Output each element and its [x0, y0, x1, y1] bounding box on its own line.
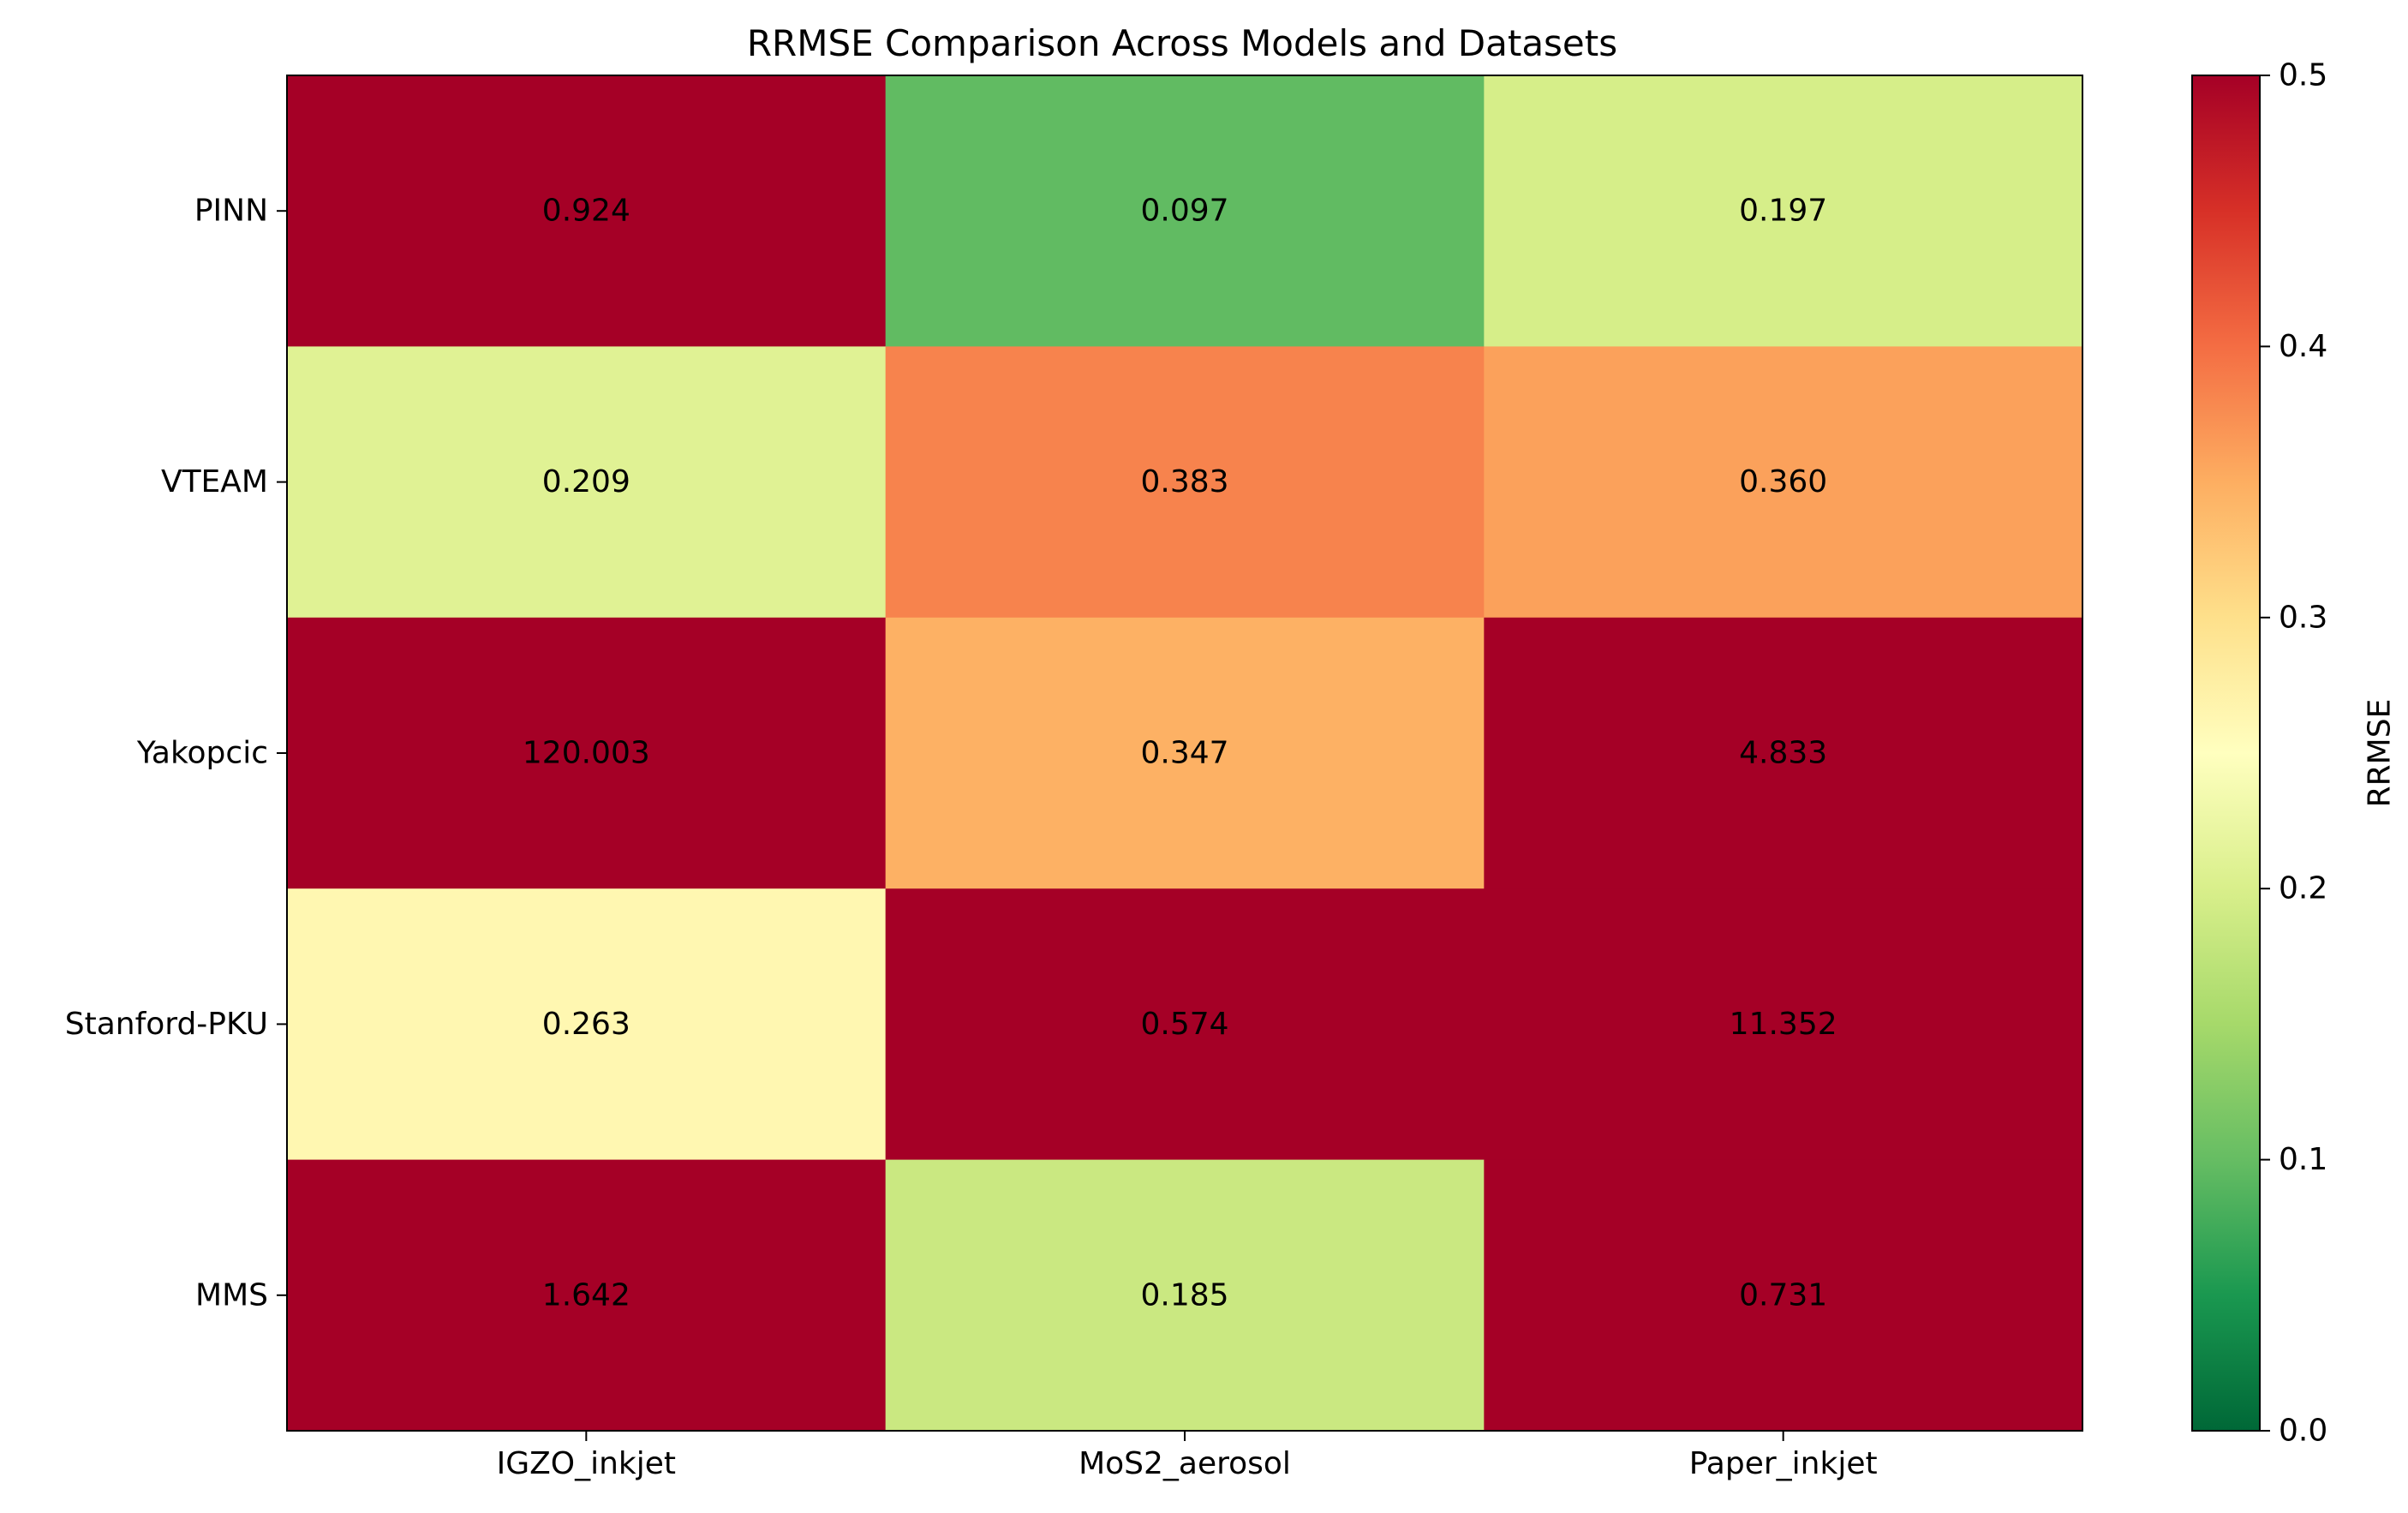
heatmap-cell	[287, 888, 887, 1161]
cell-value-label: 0.209	[542, 464, 630, 499]
heatmap-cell	[1484, 888, 2083, 1161]
y-tick-label: Stanford-PKU	[65, 1007, 268, 1042]
colorbar-label: RRMSE	[2363, 699, 2398, 808]
heatmap-cell	[885, 346, 1485, 619]
cell-value-label: 0.347	[1140, 736, 1228, 771]
heatmap-cell	[287, 75, 887, 347]
colorbar-frame	[2191, 75, 2261, 1432]
heatmap-cell	[1484, 1159, 2083, 1432]
x-tick-label: IGZO_inkjet	[497, 1446, 676, 1481]
cell-value-label: 0.360	[1739, 464, 1827, 499]
colorbar-tick-label: 0.1	[2279, 1142, 2327, 1177]
colorbar-tick-label: 0.5	[2279, 58, 2327, 93]
colorbar-tick-label: 0.4	[2279, 329, 2327, 364]
heatmap-layer: 0.924 0.097 0.197 0.209 0.383 0.360 120.003 0.3…	[65, 75, 2083, 1481]
cell-value-label: 0.263	[542, 1007, 630, 1042]
cell-value-label: 0.574	[1140, 1007, 1228, 1042]
colorbar-gradient	[2192, 75, 2260, 1431]
heatmap-cell	[287, 1159, 887, 1432]
heatmap-cell	[287, 346, 887, 619]
cell-value-label: 1.642	[542, 1277, 630, 1313]
cell-value-label: 0.197	[1739, 194, 1827, 229]
heatmap-cell	[1484, 617, 2083, 889]
cell-value-label: 0.097	[1140, 194, 1228, 229]
heatmap-cell	[1484, 75, 2083, 347]
y-tick-label: VTEAM	[161, 464, 268, 499]
heatmap-cell	[1484, 346, 2083, 619]
colorbar-tick-label: 0.2	[2279, 871, 2327, 906]
x-tick-label: Paper_inkjet	[1689, 1446, 1878, 1481]
heatmap-cell	[885, 75, 1485, 347]
heatmap-cell	[885, 888, 1485, 1161]
cell-value-label: 0.383	[1140, 464, 1228, 499]
cell-value-label: 0.185	[1140, 1277, 1228, 1313]
cell-value-label: 0.731	[1739, 1277, 1827, 1313]
x-tick-label: MoS2_aerosol	[1079, 1446, 1291, 1481]
cell-value-label: 4.833	[1739, 736, 1827, 771]
colorbar: 0.0 0.1 0.2 0.3 0.4 0.5 RRMSE	[2191, 58, 2398, 1449]
chart-title: RRMSE Comparison Across Models and Datas…	[747, 22, 1617, 64]
colorbar-tick-label: 0.3	[2279, 600, 2327, 635]
heatmap-cell	[287, 617, 887, 889]
y-tick-label: MMS	[195, 1277, 268, 1313]
heatmap-cell	[885, 1159, 1485, 1432]
colorbar-tick-label: 0.0	[2279, 1414, 2327, 1449]
cell-value-label: 11.352	[1730, 1007, 1837, 1042]
cell-value-label: 120.003	[523, 736, 650, 771]
cell-value-label: 0.924	[542, 194, 630, 229]
y-tick-label: Yakopcic	[136, 736, 268, 771]
y-tick-label: PINN	[194, 194, 268, 229]
heatmap-cell	[885, 617, 1485, 889]
